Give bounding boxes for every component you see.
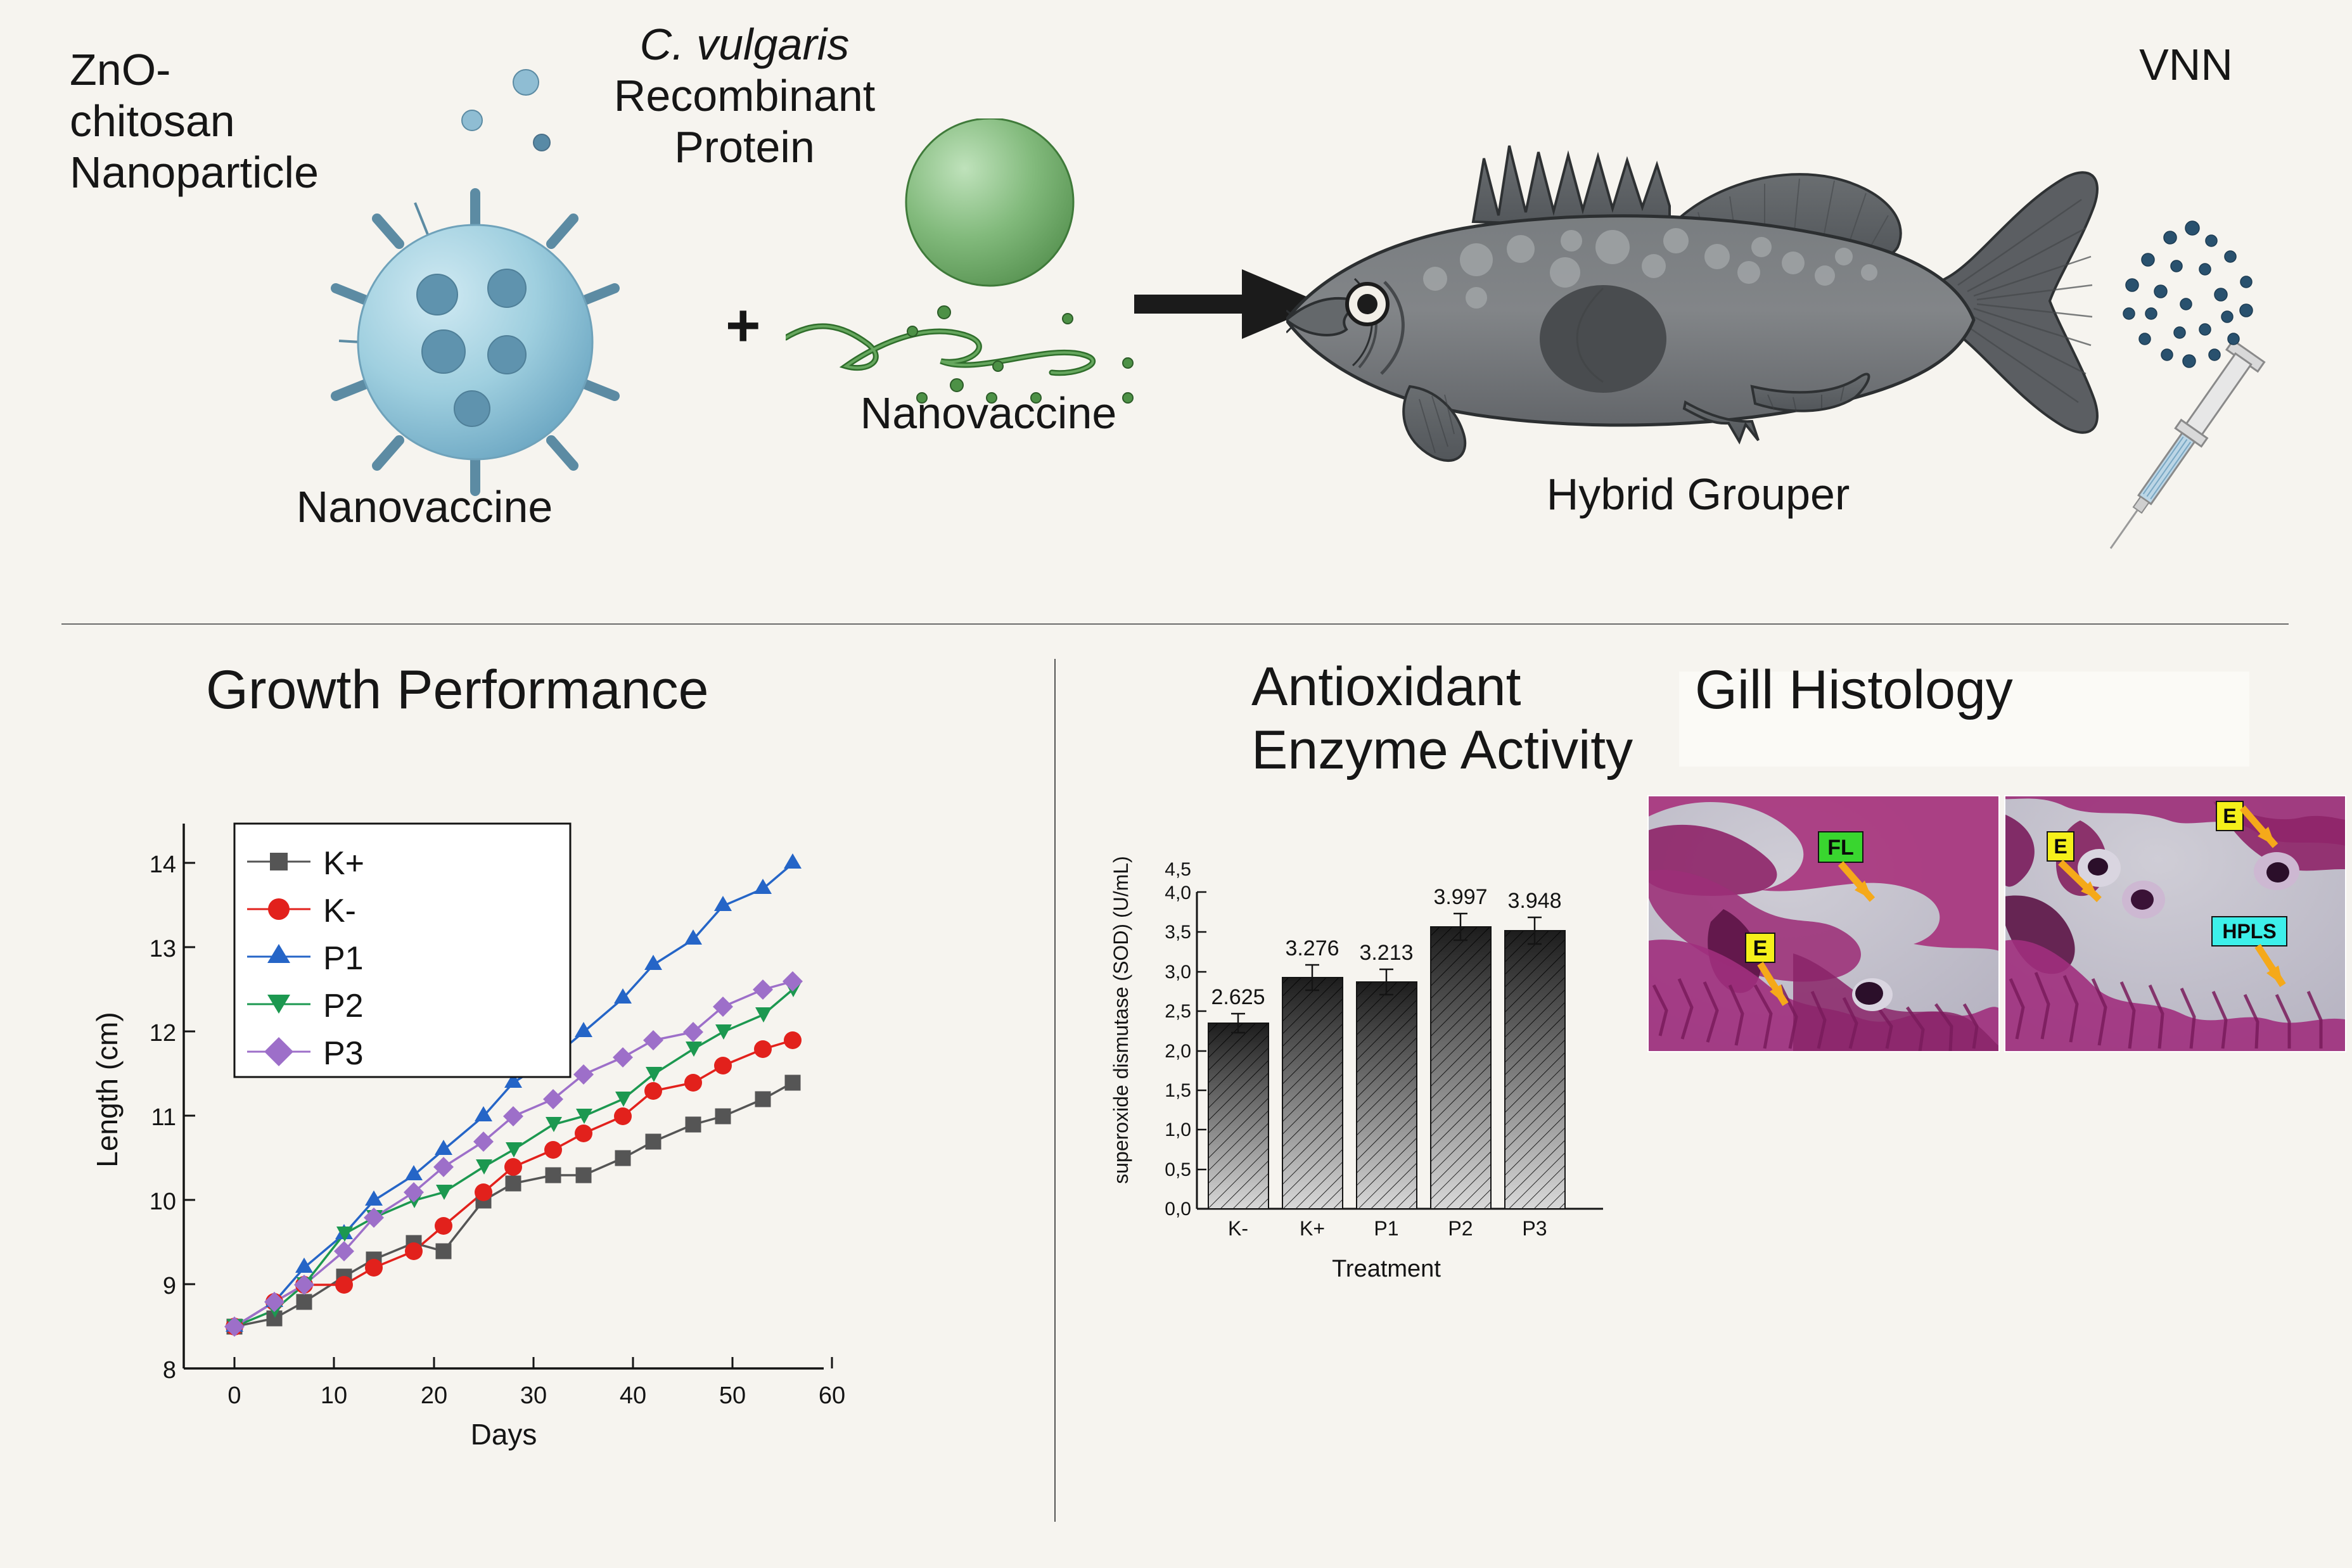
svg-text:9: 9 — [163, 1273, 176, 1299]
svg-text:14: 14 — [150, 851, 176, 878]
svg-text:K-: K- — [323, 893, 356, 929]
svg-text:P2: P2 — [323, 988, 364, 1024]
svg-text:60: 60 — [819, 1382, 845, 1409]
svg-text:2,5: 2,5 — [1165, 1001, 1191, 1022]
svg-text:3.213: 3.213 — [1359, 941, 1413, 965]
svg-text:3,0: 3,0 — [1165, 962, 1191, 983]
svg-text:K+: K+ — [1300, 1217, 1325, 1240]
svg-text:HPLS: HPLS — [2222, 920, 2276, 943]
svg-text:3.276: 3.276 — [1285, 936, 1339, 960]
svg-text:K-: K- — [1228, 1217, 1248, 1240]
svg-text:20: 20 — [421, 1382, 447, 1409]
svg-text:3.997: 3.997 — [1433, 885, 1487, 909]
svg-text:4,0: 4,0 — [1165, 883, 1191, 903]
svg-text:0,0: 0,0 — [1165, 1199, 1191, 1220]
svg-text:superoxide dismutase (SOD) (U/: superoxide dismutase (SOD) (U/mL) — [1109, 856, 1132, 1183]
svg-text:10: 10 — [150, 1189, 176, 1215]
svg-text:Days: Days — [471, 1418, 537, 1451]
svg-text:P1: P1 — [323, 940, 364, 977]
svg-text:Length (cm): Length (cm) — [91, 1012, 124, 1167]
svg-text:P1: P1 — [1374, 1217, 1398, 1240]
svg-text:FL: FL — [1827, 836, 1854, 860]
svg-text:0,5: 0,5 — [1165, 1159, 1191, 1180]
svg-text:K+: K+ — [323, 845, 364, 882]
svg-text:E: E — [2223, 805, 2236, 827]
svg-text:E: E — [2054, 835, 2067, 858]
svg-text:1,0: 1,0 — [1165, 1119, 1191, 1140]
svg-text:2,0: 2,0 — [1165, 1041, 1191, 1062]
svg-text:12: 12 — [150, 1020, 176, 1047]
svg-text:P3: P3 — [1522, 1217, 1547, 1240]
svg-text:10: 10 — [321, 1382, 347, 1409]
svg-text:3.948: 3.948 — [1507, 889, 1561, 913]
svg-text:40: 40 — [620, 1382, 646, 1409]
svg-text:2.625: 2.625 — [1211, 985, 1265, 1009]
svg-text:11: 11 — [151, 1104, 176, 1131]
svg-text:30: 30 — [520, 1382, 547, 1409]
svg-text:4,5: 4,5 — [1165, 859, 1191, 880]
svg-text:P2: P2 — [1448, 1217, 1473, 1240]
svg-text:0: 0 — [227, 1382, 241, 1409]
svg-text:P3: P3 — [323, 1035, 364, 1072]
svg-text:Treatment: Treatment — [1332, 1256, 1441, 1282]
svg-text:3,5: 3,5 — [1165, 922, 1191, 943]
svg-text:50: 50 — [719, 1382, 746, 1409]
svg-text:E: E — [1753, 936, 1768, 960]
svg-text:8: 8 — [163, 1357, 176, 1384]
svg-text:1,5: 1,5 — [1165, 1080, 1191, 1101]
svg-text:13: 13 — [150, 936, 176, 962]
